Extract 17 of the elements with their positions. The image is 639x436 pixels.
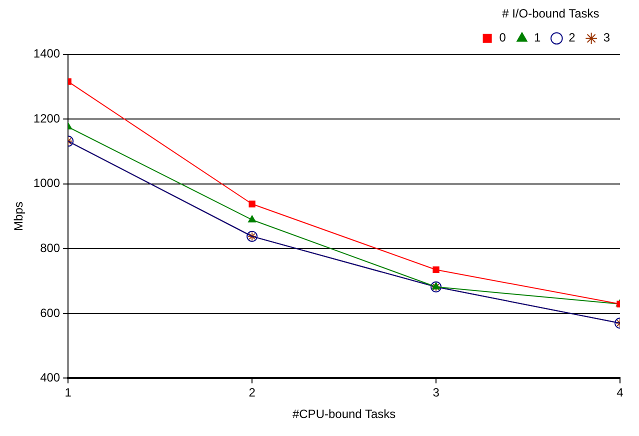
x-tick-label: 4 bbox=[616, 386, 624, 400]
y-tick-label: 600 bbox=[40, 306, 60, 320]
legend-label: 3 bbox=[603, 30, 610, 45]
y-tick-label: 1400 bbox=[33, 46, 60, 61]
x-axis-title: #CPU-bound Tasks bbox=[292, 407, 396, 422]
y-tick-label: 800 bbox=[40, 240, 60, 255]
x-tick-label: 1 bbox=[64, 386, 72, 400]
legend-label: 1 bbox=[534, 30, 541, 45]
legend-label: 2 bbox=[568, 30, 576, 45]
y-tick-label: 400 bbox=[40, 370, 60, 385]
legend-title: # I/O-bound Tasks bbox=[502, 6, 600, 20]
y-axis-title: Mbps bbox=[12, 202, 26, 231]
legend-label: 0 bbox=[499, 30, 506, 45]
y-tick-label: 1200 bbox=[33, 111, 60, 126]
x-tick-label: 3 bbox=[432, 386, 440, 400]
y-tick-label: 1000 bbox=[33, 176, 60, 190]
x-tick-label: 2 bbox=[248, 386, 256, 400]
